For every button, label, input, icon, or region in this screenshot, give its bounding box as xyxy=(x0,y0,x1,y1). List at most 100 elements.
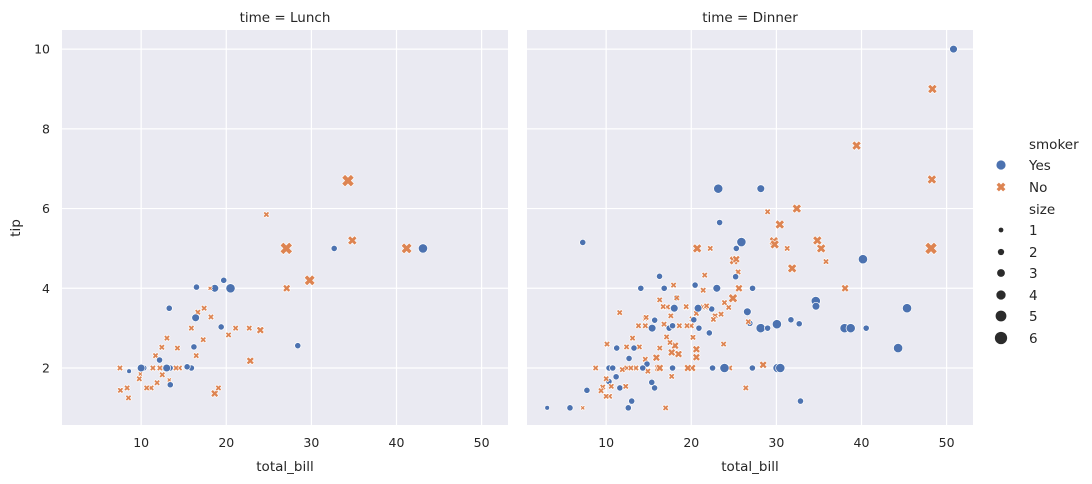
legend-item-yes: Yes xyxy=(996,158,1051,174)
y-tick-label: 8 xyxy=(42,121,50,136)
point-smoker-yes xyxy=(190,343,198,351)
point-smoker-yes xyxy=(156,356,164,364)
point-smoker-no xyxy=(840,283,850,293)
point-smoker-yes xyxy=(755,323,766,334)
point-smoker-no xyxy=(692,352,701,362)
point-smoker-yes xyxy=(544,405,550,411)
point-smoker-no xyxy=(603,340,611,348)
plot-background xyxy=(527,30,973,425)
point-smoker-no xyxy=(627,364,635,372)
point-smoker-no xyxy=(659,303,667,311)
point-smoker-yes xyxy=(748,364,756,372)
point-smoker-no xyxy=(926,174,938,185)
point-smoker-no xyxy=(701,271,709,279)
y-tick-label: 2 xyxy=(42,361,50,376)
point-smoker-no xyxy=(720,299,729,307)
legend-label: No xyxy=(1029,180,1047,196)
point-smoker-no xyxy=(709,315,718,323)
point-smoker-no xyxy=(628,334,637,342)
point-smoker-yes xyxy=(162,363,171,373)
point-smoker-yes xyxy=(893,343,904,354)
point-smoker-yes xyxy=(648,378,656,386)
x-tick-label: 50 xyxy=(474,435,490,450)
point-smoker-yes xyxy=(716,219,724,227)
point-smoker-no xyxy=(602,392,610,400)
point-smoker-no xyxy=(675,322,683,330)
point-smoker-no xyxy=(642,313,650,321)
point-smoker-yes xyxy=(743,307,752,317)
x-tick-label: 10 xyxy=(133,435,149,450)
y-tick-label: 4 xyxy=(42,281,50,296)
point-smoker-yes xyxy=(628,397,636,405)
point-smoker-yes xyxy=(749,284,757,292)
point-smoker-yes xyxy=(705,329,713,337)
point-smoker-no xyxy=(262,210,270,219)
point-smoker-no xyxy=(667,312,675,320)
point-smoker-no xyxy=(158,371,166,379)
point-smoker-no xyxy=(123,384,131,392)
point-smoker-yes xyxy=(709,364,717,372)
size-marker-icon xyxy=(997,269,1005,277)
point-smoker-yes xyxy=(712,284,722,293)
point-smoker-yes xyxy=(787,316,795,324)
point-smoker-no xyxy=(634,322,643,330)
point-smoker-yes xyxy=(192,283,200,291)
point-smoker-yes xyxy=(775,363,786,374)
point-smoker-no xyxy=(592,364,600,372)
point-smoker-no xyxy=(192,352,200,360)
point-smoker-yes xyxy=(220,276,228,284)
panel-title: time = Dinner xyxy=(702,10,798,26)
point-smoker-yes xyxy=(625,354,633,362)
point-smoker-no xyxy=(812,235,823,246)
point-smoker-yes xyxy=(136,363,146,373)
legend-size-item: 6 xyxy=(994,331,1038,347)
legend-title-smoker: smoker xyxy=(1029,137,1079,153)
point-smoker-no xyxy=(163,334,171,342)
point-smoker-no xyxy=(282,283,292,293)
x-tick-label: 40 xyxy=(854,435,870,450)
point-smoker-yes xyxy=(637,284,645,292)
point-smoker-no xyxy=(207,313,215,321)
point-smoker-no xyxy=(341,174,355,188)
point-smoker-yes xyxy=(795,320,803,328)
point-smoker-no xyxy=(124,394,133,402)
point-smoker-no xyxy=(656,296,664,304)
point-smoker-no xyxy=(655,363,665,373)
point-smoker-yes xyxy=(183,363,191,371)
point-smoker-no xyxy=(143,384,151,392)
point-smoker-no xyxy=(927,83,938,95)
point-smoker-no xyxy=(673,294,681,302)
point-smoker-no xyxy=(279,241,293,256)
point-smoker-no xyxy=(199,336,207,344)
point-smoker-yes xyxy=(669,303,679,313)
point-smoker-yes xyxy=(902,303,913,314)
data-points xyxy=(544,44,958,412)
point-smoker-no xyxy=(400,242,413,255)
point-smoker-no xyxy=(116,386,124,394)
plot-background xyxy=(62,30,508,425)
point-smoker-no xyxy=(616,308,624,317)
point-smoker-no xyxy=(758,360,768,370)
point-smoker-no xyxy=(791,203,802,214)
point-smoker-no xyxy=(641,322,649,330)
y-tick-label: 6 xyxy=(42,201,50,216)
point-smoker-yes xyxy=(651,384,659,392)
point-smoker-no xyxy=(683,363,693,373)
legend-size-item: 1 xyxy=(998,223,1038,239)
point-smoker-no xyxy=(635,343,643,351)
legend-size-item: 2 xyxy=(997,245,1038,261)
point-smoker-yes xyxy=(616,384,624,392)
x-marker-icon xyxy=(996,182,1006,192)
point-smoker-yes xyxy=(166,381,174,389)
size-marker-icon xyxy=(998,227,1004,233)
y-tick-label: 10 xyxy=(34,42,50,57)
point-smoker-yes xyxy=(583,386,591,394)
point-smoker-yes xyxy=(690,316,698,324)
point-smoker-no xyxy=(674,349,683,359)
legend-size-items: 1 2 3 4 5 6 xyxy=(994,223,1038,347)
point-smoker-no xyxy=(652,353,661,363)
point-smoker-no xyxy=(245,356,255,366)
x-tick-labels: 10 20 30 40 50 xyxy=(598,435,954,450)
point-smoker-yes xyxy=(857,254,868,265)
